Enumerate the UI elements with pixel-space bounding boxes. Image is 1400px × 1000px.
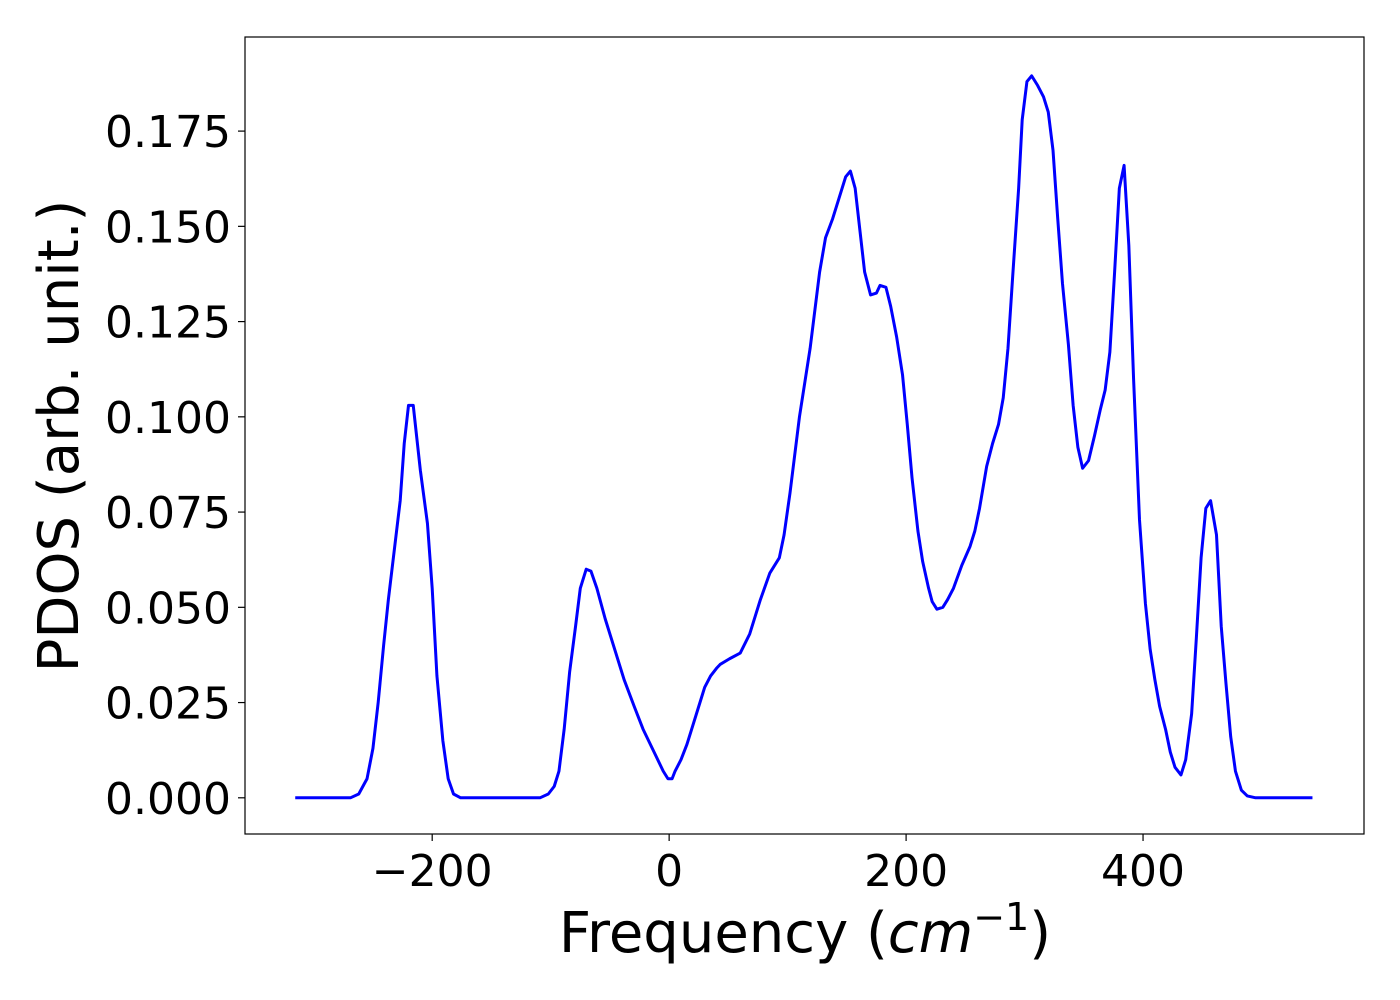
x-tick-label: 200 (864, 846, 948, 897)
y-axis-label: PDOS (arb. unit.) (27, 200, 92, 673)
y-tick-label: 0.100 (105, 393, 231, 444)
x-label-unit: cm (888, 901, 973, 966)
y-tick-label: 0.075 (105, 488, 231, 539)
x-tick-label: −200 (372, 846, 493, 897)
x-tick-label: 400 (1101, 846, 1185, 897)
y-tick-label: 0.150 (105, 202, 231, 253)
x-axis-label: Frequency (cm−1) (559, 895, 1051, 966)
x-tick-label: 0 (655, 846, 683, 897)
plot-frame (244, 36, 1365, 835)
x-label-exponent: −1 (973, 895, 1029, 939)
data-line (295, 74, 1313, 800)
y-tick-label: 0.050 (105, 583, 231, 634)
y-tick-label: 0.175 (105, 107, 231, 158)
y-tick-label: 0.025 (105, 679, 231, 730)
y-tick-label: 0.125 (105, 298, 231, 349)
x-label-close: ) (1029, 901, 1051, 966)
x-label-text: Frequency ( (559, 901, 888, 966)
y-tick-label: 0.000 (105, 774, 231, 825)
